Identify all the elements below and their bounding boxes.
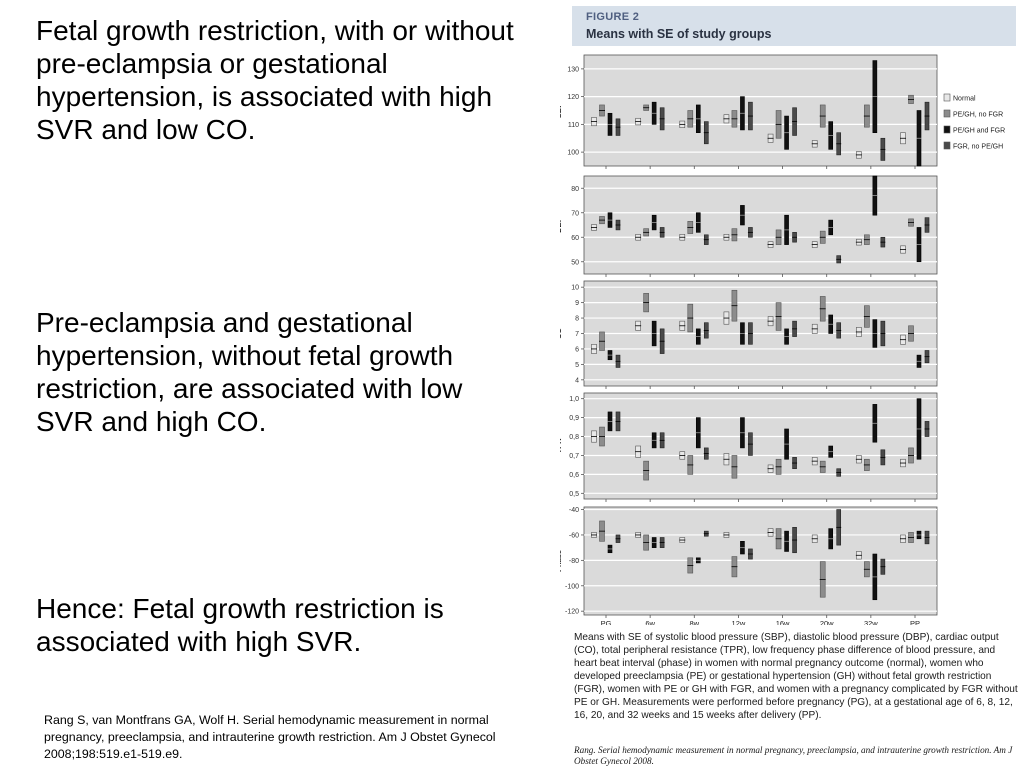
y-tick-label: 4 [575, 377, 579, 384]
figure-caption: Means with SE of systolic blood pressure… [574, 632, 1018, 721]
x-tick-label: 8w [689, 619, 699, 625]
y-tick-label: 80 [571, 186, 579, 193]
y-tick-label: 70 [571, 210, 579, 217]
legend-swatch [943, 109, 951, 118]
reference-citation: Rang S, van Montfrans GA, Wolf H. Serial… [44, 713, 496, 761]
y-tick-label: 0,8 [569, 434, 579, 441]
figure-caption-reference: Rang. Serial hemodynamic measurement in … [574, 745, 1013, 766]
panel-frame [583, 506, 938, 616]
x-tick-label: 16w [776, 619, 790, 625]
y-axis-label: DBP [560, 217, 563, 233]
y-tick-label: 1,0 [569, 396, 579, 403]
y-tick-label: 130 [567, 66, 579, 73]
y-tick-label: 0,9 [569, 415, 579, 422]
y-tick-label: 5 [575, 362, 579, 369]
y-tick-label: 6 [575, 346, 579, 353]
y-tick-label: -80 [569, 558, 579, 565]
legend-entry: PE/GH, no FGR [953, 112, 1003, 119]
y-tick-label: -40 [569, 507, 579, 514]
statement-fgr: Fetal growth restriction, with or withou… [36, 15, 514, 145]
y-tick-label: 50 [571, 259, 579, 266]
x-tick-label: PP [910, 619, 920, 625]
y-tick-label: 7 [575, 331, 579, 338]
figure-title: Means with SE of study groups [586, 27, 772, 41]
legend-swatch [943, 93, 951, 102]
y-axis-label: CO [560, 328, 563, 339]
y-tick-label: 9 [575, 300, 579, 307]
legend-entry: Normal [953, 96, 976, 103]
legend-swatch [943, 125, 951, 134]
y-tick-label: 0,7 [569, 453, 579, 460]
statement-preeclampsia: Pre-eclampsia and gestational hypertensi… [36, 307, 463, 437]
figure-header: FIGURE 2 Means with SE of study groups [572, 6, 1016, 46]
figure-label: FIGURE 2 [586, 11, 640, 23]
y-tick-label: -60 [569, 532, 579, 539]
x-tick-label: 32w [864, 619, 878, 625]
x-tick-label: 6w [645, 619, 655, 625]
y-tick-label: 120 [567, 94, 579, 101]
y-tick-label: 0,5 [569, 491, 579, 498]
y-tick-label: -120 [565, 609, 579, 616]
y-tick-label: 100 [567, 150, 579, 157]
statement-conclusion: Hence: Fetal growth restriction is assoc… [36, 593, 444, 657]
y-tick-label: 60 [571, 235, 579, 242]
legend-entry: PE/GH and FGR [953, 128, 1005, 135]
y-tick-label: 10 [571, 285, 579, 292]
x-tick-label: PG [601, 619, 612, 625]
x-tick-label: 20w [820, 619, 834, 625]
y-tick-label: 0,6 [569, 472, 579, 479]
figure-chart: 100 110 120 130 SBP 50 60 70 80 DBP 4 5 6 7 8 9 10 CO 0,5 0… [560, 54, 1005, 625]
y-tick-label: -100 [565, 583, 579, 590]
y-tick-label: 110 [568, 122, 579, 129]
y-tick-label: 8 [575, 316, 579, 323]
legend-entry: FGR, no PE/GH [953, 144, 1003, 151]
x-tick-label: 12w [732, 619, 746, 625]
panel-frame [583, 175, 938, 275]
panel-frame [583, 392, 938, 500]
legend-swatch [943, 141, 951, 150]
y-axis-label: TPR [560, 438, 563, 454]
y-axis-label: Phase [560, 550, 563, 572]
y-axis-label: SBP [560, 103, 563, 118]
panel-frame [583, 54, 938, 167]
